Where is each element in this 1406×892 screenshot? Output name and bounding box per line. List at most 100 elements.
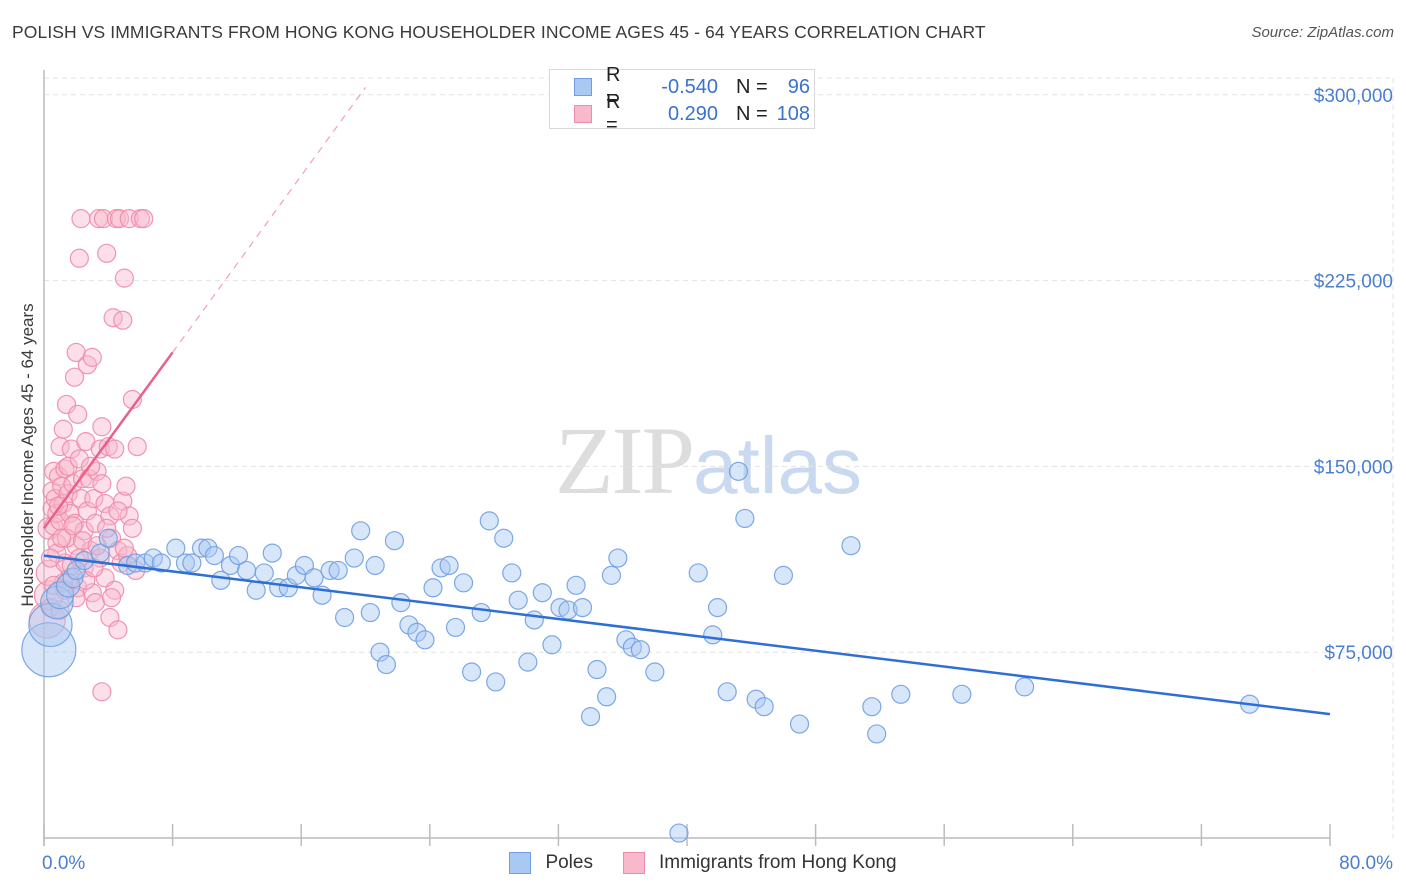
poles-point — [746, 689, 766, 709]
series-legend: Poles Immigrants from Hong Kong — [0, 852, 1406, 874]
poles-point — [262, 543, 282, 563]
grid-lines — [44, 77, 1394, 838]
watermark: ZIPatlas — [555, 405, 862, 516]
poles-point — [494, 528, 514, 548]
y-tick-label: $150,000 — [1314, 457, 1393, 478]
hk-point — [84, 488, 104, 509]
legend-label-poles: Poles — [545, 852, 593, 873]
poles-point — [688, 563, 708, 583]
poles-point — [707, 597, 728, 618]
tick-labels: $75,000 $150,000 $225,000 $300,000 0.0% 80.0% — [42, 86, 1393, 874]
hk-point — [82, 347, 102, 367]
hk-point — [87, 461, 107, 481]
chart-title: POLISH VS IMMIGRANTS FROM HONG KONG HOUS… — [12, 22, 986, 42]
poles-point — [182, 553, 202, 573]
poles-point — [461, 662, 482, 682]
hk-point — [101, 588, 122, 608]
poles-trend-line — [43, 554, 1331, 716]
legend-item-poles[interactable]: Poles — [509, 852, 593, 874]
hk-point — [69, 248, 89, 268]
hk-point — [53, 419, 73, 439]
poles-point — [566, 575, 586, 595]
poles-swatch — [509, 852, 532, 874]
hk-point — [134, 209, 154, 229]
poles-point — [597, 687, 617, 707]
hk-point — [52, 528, 72, 548]
hk-point — [85, 593, 106, 613]
x-tick-label-min: 0.0% — [42, 853, 85, 874]
poles-point — [365, 555, 385, 576]
hk-swatch — [622, 852, 645, 874]
poles-point — [445, 617, 466, 638]
poles-point — [415, 630, 435, 650]
hk-point — [68, 404, 88, 424]
poles-point — [841, 536, 861, 556]
y-tick-label: $300,000 — [1314, 86, 1393, 107]
poles-point — [254, 563, 274, 583]
legend-r-value: -0.540 — [661, 75, 718, 98]
poles-point — [351, 521, 371, 541]
poles-point — [335, 607, 355, 628]
poles-point — [508, 590, 528, 610]
poles-point — [246, 580, 266, 600]
hk-point — [64, 367, 85, 387]
poles-point — [439, 555, 459, 576]
hk-point — [114, 538, 134, 558]
poles-point — [952, 684, 972, 704]
poles-point — [717, 682, 737, 702]
poles-point — [622, 637, 642, 657]
poles-point — [320, 560, 340, 581]
poles-point — [21, 622, 77, 678]
poles-point — [98, 528, 118, 548]
hk-point — [63, 516, 83, 536]
legend-row-hk: R = 0.290 N = 108 — [574, 91, 810, 136]
poles-point — [344, 548, 364, 568]
poles-point — [669, 823, 689, 843]
hk-point — [119, 506, 139, 526]
poles-point — [532, 583, 552, 603]
hk-point — [114, 268, 134, 288]
hk-point — [119, 209, 139, 229]
poles-point — [376, 654, 396, 675]
legend-n-value: 108 — [776, 102, 810, 125]
poles-point — [399, 615, 419, 635]
poles-point — [198, 538, 218, 558]
poles-point — [486, 672, 506, 692]
poles-point — [735, 508, 755, 529]
hk-point — [92, 682, 112, 702]
hk-point — [71, 209, 91, 229]
poles-point — [891, 684, 911, 704]
legend-item-hk[interactable]: Immigrants from Hong Kong — [622, 852, 897, 874]
axes — [43, 70, 1331, 846]
poles-point — [773, 565, 794, 585]
correlation-legend: R = -0.540 N = 96 R = 0.290 N = 108 — [549, 64, 815, 136]
poles-point — [1014, 677, 1035, 697]
poles-point — [550, 597, 570, 618]
legend-label-hk: Immigrants from Hong Kong — [658, 852, 897, 873]
poles-point — [204, 545, 224, 566]
hk-swatch — [574, 105, 592, 123]
poles-swatch — [574, 78, 592, 96]
hk-point — [55, 459, 75, 479]
poles-point — [601, 565, 622, 585]
poles-point — [431, 558, 451, 578]
legend-r-value: 0.290 — [667, 102, 718, 125]
poles-point — [236, 560, 257, 581]
legend-r-label: R = — [606, 64, 621, 109]
poles-point — [608, 548, 628, 568]
hk-point — [97, 243, 117, 263]
poles-point — [502, 563, 522, 583]
poles-point — [407, 622, 427, 642]
poles-point — [587, 659, 607, 680]
hk-point — [92, 417, 112, 437]
poles-point — [630, 640, 650, 660]
legend-r-label: R = — [606, 91, 621, 136]
source-label: Source: ZipAtlas.com — [1251, 24, 1394, 41]
legend-row-poles: R = -0.540 N = 96 — [574, 64, 810, 109]
legend-n-label: N = — [736, 102, 768, 125]
hk-point — [44, 575, 64, 595]
poles-point — [66, 560, 86, 581]
poles-point — [370, 642, 390, 662]
legend-n-value: 96 — [787, 75, 810, 98]
hk-point — [122, 518, 143, 538]
